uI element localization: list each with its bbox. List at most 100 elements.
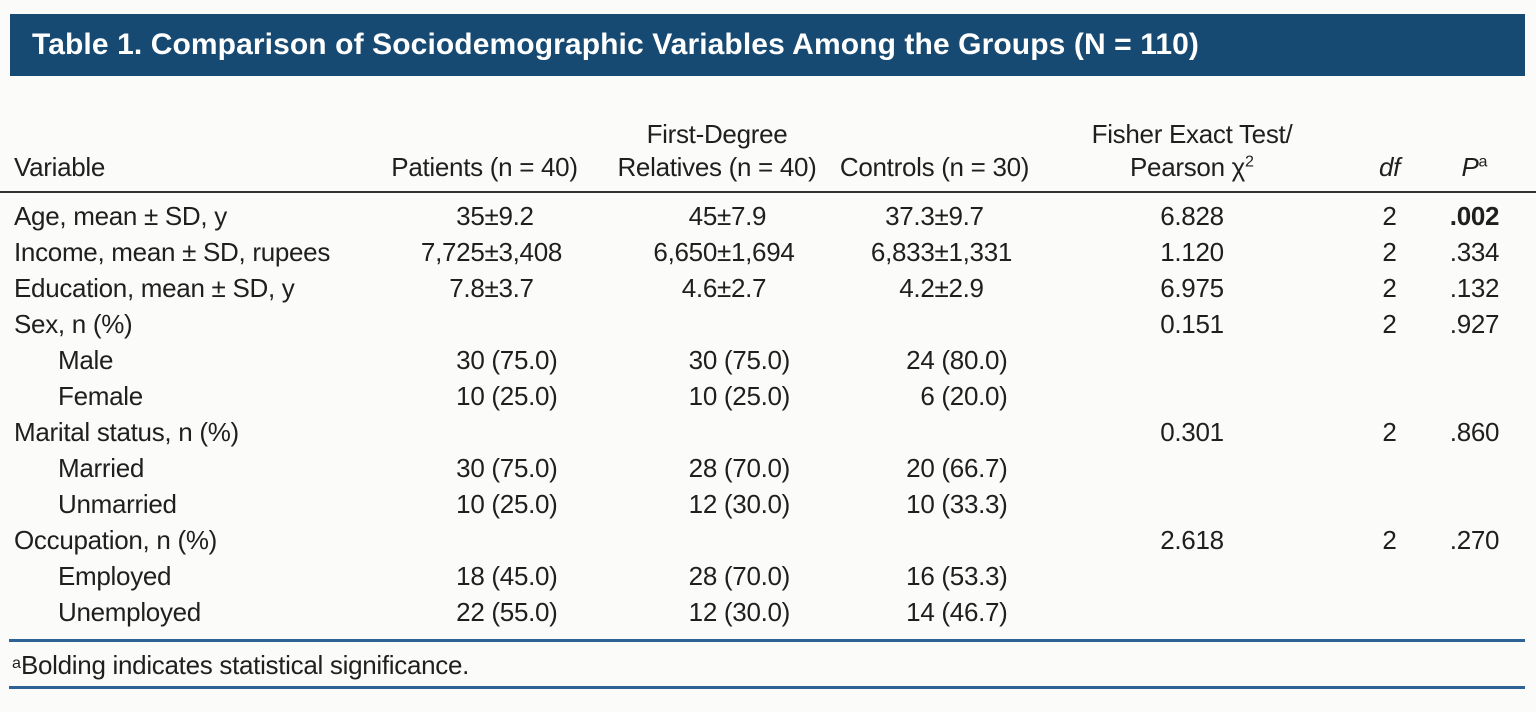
column-header-controls: Controls (n = 30) [837,118,1032,193]
cell-p-value [1427,342,1536,378]
cell-controls [837,306,1032,342]
cell-df: 2 [1382,309,1397,339]
table-row: Married 30 (75.0) 28 (70.0) 20 (66.7) [0,450,1536,486]
cell-test-statistic [1032,342,1352,378]
footnote-text: Bolding indicates statistical significan… [20,649,470,680]
chi-square-exponent: 2 [1245,152,1254,171]
table-header-row: Variable Patients (n = 40) First-Degree … [0,118,1536,193]
cell-relatives: 10 (25.0) [688,381,791,411]
column-header-p: Pa [1427,118,1536,193]
cell-df: 2 [1382,417,1397,447]
cell-patients: 7.8 ±3.7 [449,273,534,303]
cell-controls [837,522,1032,558]
cell-controls: 14 (46.7) [906,597,1008,627]
table-row: Age, mean ± SD, y 35 ±9.2 45 ±7.9 37.3 ±9.7 6.8… [0,192,1536,234]
cell-p-value: .002 [1449,201,1500,231]
column-header-variable: Variable [0,118,372,193]
cell-controls: 10 (33.3) [906,489,1008,519]
cell-variable: Employed [58,561,172,591]
cell-df [1352,558,1427,594]
cell-relatives: 6,650 ±1,694 [653,237,795,267]
cell-patients: 30 (75.0) [456,345,558,375]
cell-controls: 4.2 ±2.9 [899,273,984,303]
column-header-df: df [1352,118,1427,193]
column-header-relatives: First-Degree Relatives (n = 40) [597,118,837,193]
cell-variable: Male [58,345,114,375]
cell-relatives: 28 (70.0) [688,561,791,591]
table-title-bar: Table 1. Comparison of Sociodemographic … [10,14,1525,76]
cell-test-statistic: 6.828 [1160,201,1224,231]
cell-p-value: .927 [1449,309,1500,339]
cell-variable: Married [58,453,145,483]
column-header-relatives-line1: First-Degree [646,119,788,149]
table-row: Income, mean ± SD, rupees 7,725 ±3,408 6,65… [0,234,1536,270]
column-header-relatives-line2: Relatives (n = 40) [617,152,817,182]
cell-df: 2 [1382,201,1397,231]
table-title: Table 1. Comparison of Sociodemographic … [32,28,1200,61]
cell-patients [372,414,597,450]
cell-df: 2 [1382,273,1397,303]
footnote-bottom-rule [9,686,1525,689]
table-row: Female 10 (25.0) 10 (25.0) 6 (20.0) [0,378,1536,414]
table-row: Occupation, n (%) 2.618 2 .270 [0,522,1536,558]
cell-relatives: 45 ±7.9 [688,201,767,231]
cell-relatives: 4.6 ±2.7 [681,273,767,303]
cell-test-statistic: 6.975 [1160,273,1224,303]
cell-df [1352,378,1427,414]
column-header-p-label: P [1461,152,1479,182]
cell-controls: 16 (53.3) [906,561,1008,591]
cell-p-value: .860 [1449,417,1500,447]
cell-df [1352,594,1427,630]
table-row: Unmarried 10 (25.0) 12 (30.0) 10 (33.3) [0,486,1536,522]
table-row: Unemployed 22 (55.0) 12 (30.0) 14 (46.7) [0,594,1536,630]
column-header-test-line2: Pearson χ [1130,152,1246,182]
sociodemographic-table: Variable Patients (n = 40) First-Degree … [0,118,1536,630]
column-header-test: Fisher Exact Test/ Pearson χ2 [1032,118,1352,193]
cell-controls: 6 (20.0) [920,381,1008,411]
cell-p-value [1427,486,1536,522]
cell-variable: Occupation, n (%) [14,525,217,555]
cell-variable: Unmarried [58,489,177,519]
cell-relatives [597,306,837,342]
cell-variable: Sex, n (%) [14,309,133,339]
column-header-variable-label: Variable [14,152,106,182]
cell-patients: 30 (75.0) [456,453,558,483]
cell-patients: 10 (25.0) [456,489,558,519]
cell-controls: 24 (80.0) [906,345,1008,375]
cell-variable: Education, mean ± SD, y [14,273,295,303]
cell-p-value: .270 [1449,525,1500,555]
cell-df: 2 [1382,525,1397,555]
cell-patients [372,306,597,342]
table-row: Employed 18 (45.0) 28 (70.0) 16 (53.3) [0,558,1536,594]
cell-relatives: 28 (70.0) [688,453,791,483]
table-bottom-rule [9,639,1525,642]
cell-p-value [1427,594,1536,630]
column-header-patients: Patients (n = 40) [372,118,597,193]
cell-test-statistic: 2.618 [1160,525,1224,555]
cell-patients: 35 ±9.2 [456,201,534,231]
table-row: Marital status, n (%) 0.301 2 .860 [0,414,1536,450]
cell-controls [837,414,1032,450]
cell-variable: Unemployed [58,597,201,627]
cell-df: 2 [1382,237,1397,267]
cell-test-statistic: 0.301 [1160,417,1224,447]
column-header-df-label: df [1378,152,1401,182]
cell-relatives: 12 (30.0) [688,597,791,627]
cell-relatives: 30 (75.0) [688,345,791,375]
cell-test-statistic: 0.151 [1160,309,1224,339]
cell-p-value [1427,378,1536,414]
cell-df [1352,486,1427,522]
cell-test-statistic [1032,450,1352,486]
cell-df [1352,342,1427,378]
cell-test-statistic [1032,558,1352,594]
cell-relatives: 12 (30.0) [688,489,791,519]
cell-patients: 7,725 ±3,408 [420,237,563,267]
cell-controls: 37.3 ±9.7 [885,201,984,231]
cell-patients: 22 (55.0) [456,597,558,627]
column-header-patients-label: Patients (n = 40) [391,152,578,182]
cell-variable: Age, mean ± SD, y [14,201,227,231]
cell-p-value: .132 [1449,273,1500,303]
cell-df [1352,450,1427,486]
cell-p-value [1427,558,1536,594]
